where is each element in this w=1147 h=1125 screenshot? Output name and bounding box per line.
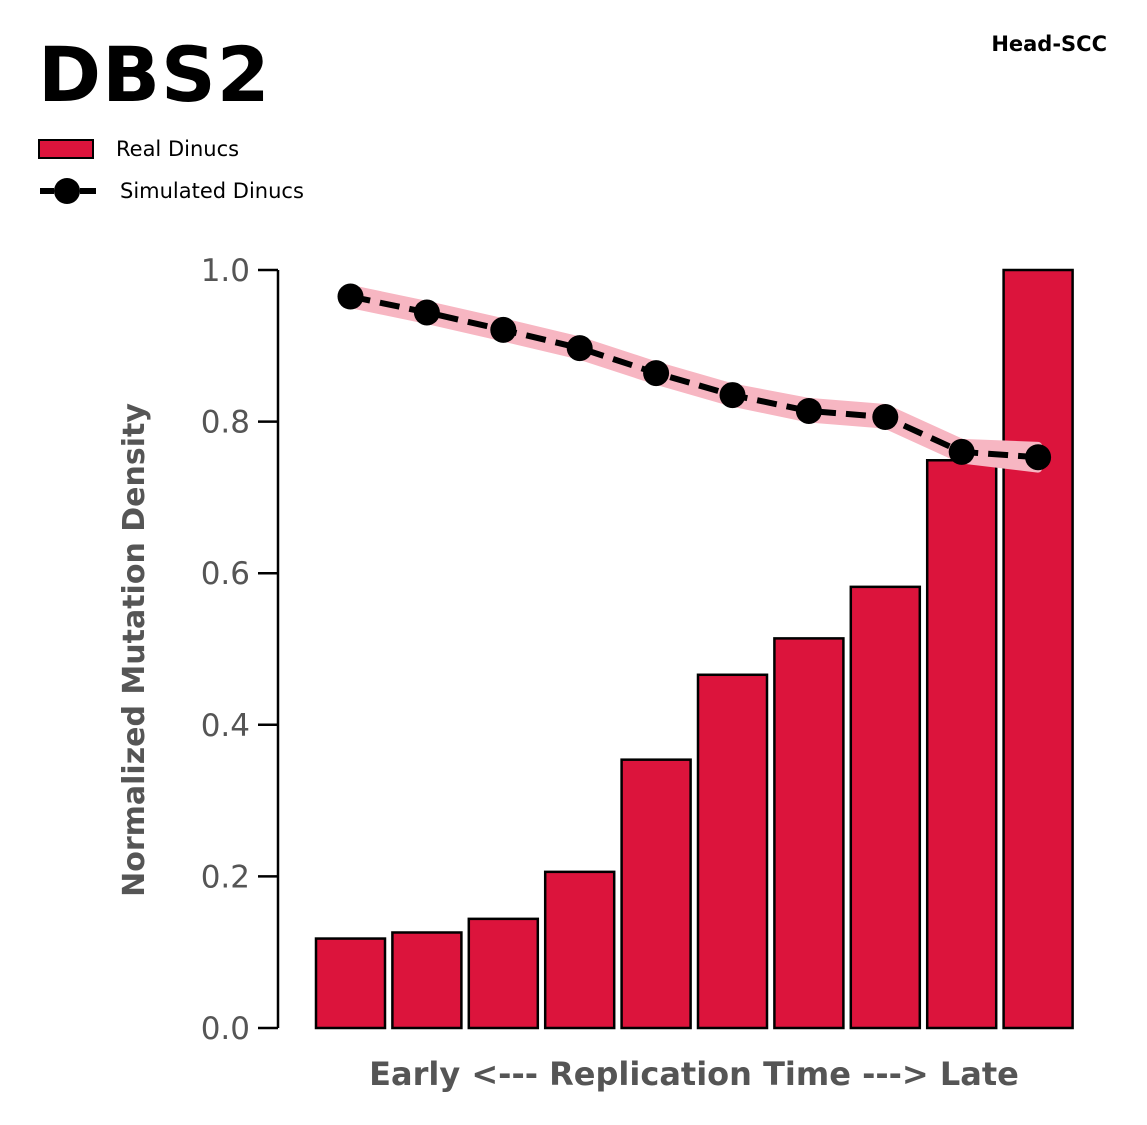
real-dinucs-bar	[849, 585, 922, 1030]
real-dinucs-bar	[1002, 268, 1074, 1030]
legend-swatch-simulated	[38, 178, 98, 204]
simulated-dinucs-point	[795, 397, 822, 424]
simulated-dinucs-point	[643, 360, 670, 387]
real-dinucs-bar	[467, 917, 540, 1030]
y-tick-label: 0.4	[201, 708, 250, 744]
y-axis: 0.0 0.2 0.4 0.6 0.8 1.0	[201, 253, 280, 1047]
real-dinucs-bars	[314, 268, 1074, 1030]
y-tick-label: 0.8	[201, 405, 250, 441]
real-dinucs-bar	[773, 637, 845, 1030]
simulated-dinucs-point	[413, 299, 440, 326]
legend-label-real: Real Dinucs	[116, 137, 240, 161]
real-dinucs-bar	[543, 870, 616, 1030]
legend: Real Dinucs Simulated Dinucs	[38, 128, 304, 212]
y-tick-label: 0.6	[201, 556, 250, 592]
simulated-dinucs-point	[490, 316, 517, 343]
legend-item-real: Real Dinucs	[38, 128, 304, 170]
simulated-dinucs-point	[872, 404, 899, 431]
y-tick-label: 0.2	[201, 859, 250, 895]
simulated-dinucs-point	[719, 382, 746, 409]
simulated-dinucs-point	[337, 283, 364, 310]
legend-label-simulated: Simulated Dinucs	[120, 179, 304, 203]
simulated-dinucs-point	[1025, 444, 1052, 471]
real-dinucs-bar	[391, 931, 463, 1030]
real-dinucs-bar	[314, 937, 387, 1030]
y-tick-label: 0.0	[201, 1011, 250, 1047]
simulated-dinucs-point	[948, 438, 975, 465]
real-dinucs-bar	[696, 673, 769, 1030]
simulated-dinucs-point	[566, 335, 593, 362]
y-axis-label: Normalized Mutation Density	[117, 403, 152, 897]
real-dinucs-bar	[620, 758, 692, 1030]
simulated-dinucs-series	[337, 283, 1052, 473]
x-axis-label: Early <--- Replication Time ---> Late	[369, 1055, 1019, 1093]
legend-swatch-real	[38, 139, 94, 159]
legend-item-simulated: Simulated Dinucs	[38, 170, 304, 212]
real-dinucs-bar	[925, 459, 998, 1030]
chart-title: DBS2	[38, 30, 271, 119]
y-tick-label: 1.0	[201, 253, 250, 289]
tissue-label: Head-SCC	[991, 32, 1107, 56]
